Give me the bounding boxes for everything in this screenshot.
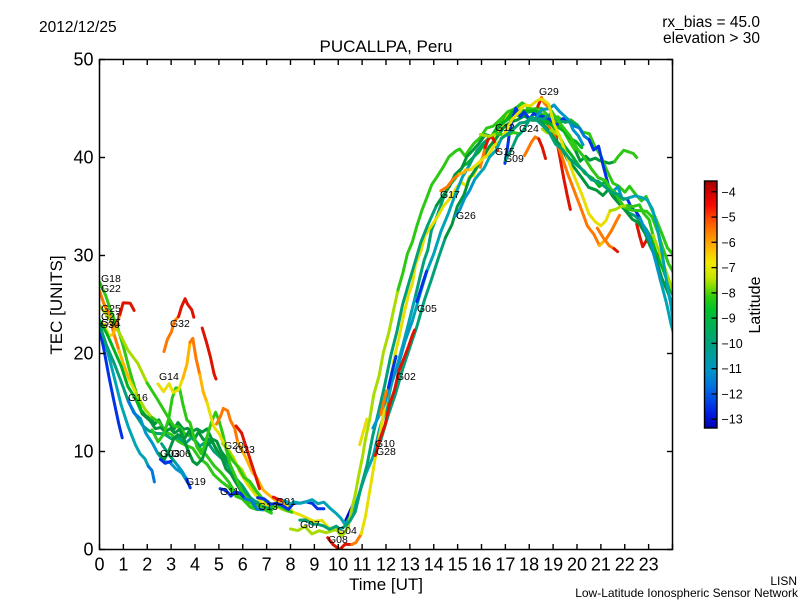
svg-text:G09: G09 bbox=[504, 153, 524, 165]
svg-text:G08: G08 bbox=[328, 534, 348, 546]
svg-text:G05: G05 bbox=[417, 303, 437, 315]
svg-text:PUCALLPA, Peru: PUCALLPA, Peru bbox=[320, 37, 453, 56]
svg-text:G28: G28 bbox=[376, 446, 396, 458]
svg-text:−6: −6 bbox=[722, 236, 736, 250]
svg-text:Latitude: Latitude bbox=[747, 276, 764, 333]
svg-text:G29: G29 bbox=[539, 86, 559, 98]
svg-text:G11: G11 bbox=[220, 486, 239, 498]
svg-text:G31: G31 bbox=[101, 317, 121, 329]
svg-text:11: 11 bbox=[353, 555, 372, 575]
svg-text:G24: G24 bbox=[519, 123, 539, 135]
svg-text:8: 8 bbox=[285, 555, 295, 575]
svg-text:7: 7 bbox=[262, 555, 272, 575]
svg-text:14: 14 bbox=[424, 555, 444, 575]
svg-text:−9: −9 bbox=[722, 312, 736, 326]
svg-text:LISN: LISN bbox=[770, 574, 797, 588]
svg-text:G10: G10 bbox=[375, 438, 395, 450]
svg-text:22: 22 bbox=[615, 555, 635, 575]
svg-text:G14: G14 bbox=[159, 371, 179, 383]
svg-text:2012/12/25: 2012/12/25 bbox=[39, 19, 117, 36]
svg-text:G23: G23 bbox=[235, 444, 255, 456]
svg-text:G19: G19 bbox=[186, 476, 206, 488]
svg-text:−5: −5 bbox=[722, 211, 736, 225]
svg-text:Low-Latitude Ionospheric Senso: Low-Latitude Ionospheric Sensor Network bbox=[575, 586, 799, 600]
svg-text:3: 3 bbox=[166, 555, 176, 575]
svg-text:50: 50 bbox=[73, 50, 93, 70]
svg-text:G16: G16 bbox=[128, 392, 148, 404]
svg-text:−8: −8 bbox=[722, 286, 736, 300]
svg-text:G03: G03 bbox=[160, 448, 180, 460]
svg-text:21: 21 bbox=[591, 555, 611, 575]
svg-text:G15: G15 bbox=[495, 146, 515, 158]
svg-text:G07: G07 bbox=[300, 519, 320, 531]
svg-text:2: 2 bbox=[142, 555, 152, 575]
svg-text:23: 23 bbox=[639, 555, 659, 575]
svg-text:G12: G12 bbox=[495, 122, 515, 134]
svg-text:0: 0 bbox=[83, 540, 93, 560]
svg-text:G20: G20 bbox=[224, 440, 244, 452]
svg-text:19: 19 bbox=[543, 555, 563, 575]
svg-text:4: 4 bbox=[190, 555, 200, 575]
svg-text:6: 6 bbox=[238, 555, 248, 575]
svg-text:−13: −13 bbox=[722, 413, 743, 427]
svg-text:17: 17 bbox=[495, 555, 515, 575]
svg-text:G25: G25 bbox=[101, 303, 121, 315]
svg-text:G21: G21 bbox=[101, 311, 121, 323]
svg-text:13: 13 bbox=[400, 555, 420, 575]
svg-text:18: 18 bbox=[519, 555, 539, 575]
svg-text:10: 10 bbox=[328, 555, 348, 575]
svg-text:15: 15 bbox=[448, 555, 468, 575]
svg-text:−10: −10 bbox=[722, 337, 743, 351]
svg-text:10: 10 bbox=[73, 442, 93, 462]
svg-text:rx_bias = 45.0: rx_bias = 45.0 bbox=[662, 14, 760, 31]
svg-text:G04: G04 bbox=[337, 525, 357, 537]
svg-text:G30: G30 bbox=[100, 319, 120, 331]
svg-text:G18: G18 bbox=[101, 273, 121, 285]
svg-text:G01: G01 bbox=[276, 496, 296, 508]
svg-text:G26: G26 bbox=[456, 210, 476, 222]
svg-text:20: 20 bbox=[73, 344, 93, 364]
svg-text:1: 1 bbox=[118, 555, 128, 575]
svg-text:40: 40 bbox=[73, 148, 93, 168]
svg-text:−4: −4 bbox=[722, 185, 736, 199]
svg-text:16: 16 bbox=[471, 555, 491, 575]
svg-text:G06: G06 bbox=[171, 448, 191, 460]
svg-text:G32: G32 bbox=[170, 318, 190, 330]
svg-text:G17: G17 bbox=[440, 189, 460, 201]
svg-text:12: 12 bbox=[376, 555, 396, 575]
svg-text:G02: G02 bbox=[396, 371, 416, 383]
svg-text:0: 0 bbox=[94, 555, 104, 575]
svg-text:30: 30 bbox=[73, 246, 93, 266]
svg-text:G13: G13 bbox=[258, 501, 278, 513]
svg-text:elevation > 30: elevation > 30 bbox=[663, 30, 760, 47]
svg-text:20: 20 bbox=[567, 555, 587, 575]
svg-text:5: 5 bbox=[214, 555, 224, 575]
svg-text:9: 9 bbox=[309, 555, 319, 575]
svg-text:−7: −7 bbox=[722, 261, 736, 275]
svg-text:TEC [UNITS]: TEC [UNITS] bbox=[47, 255, 66, 354]
svg-text:−12: −12 bbox=[722, 387, 743, 401]
svg-text:G22: G22 bbox=[101, 283, 121, 295]
svg-text:−11: −11 bbox=[722, 362, 742, 376]
svg-text:Time [UT]: Time [UT] bbox=[349, 575, 423, 594]
